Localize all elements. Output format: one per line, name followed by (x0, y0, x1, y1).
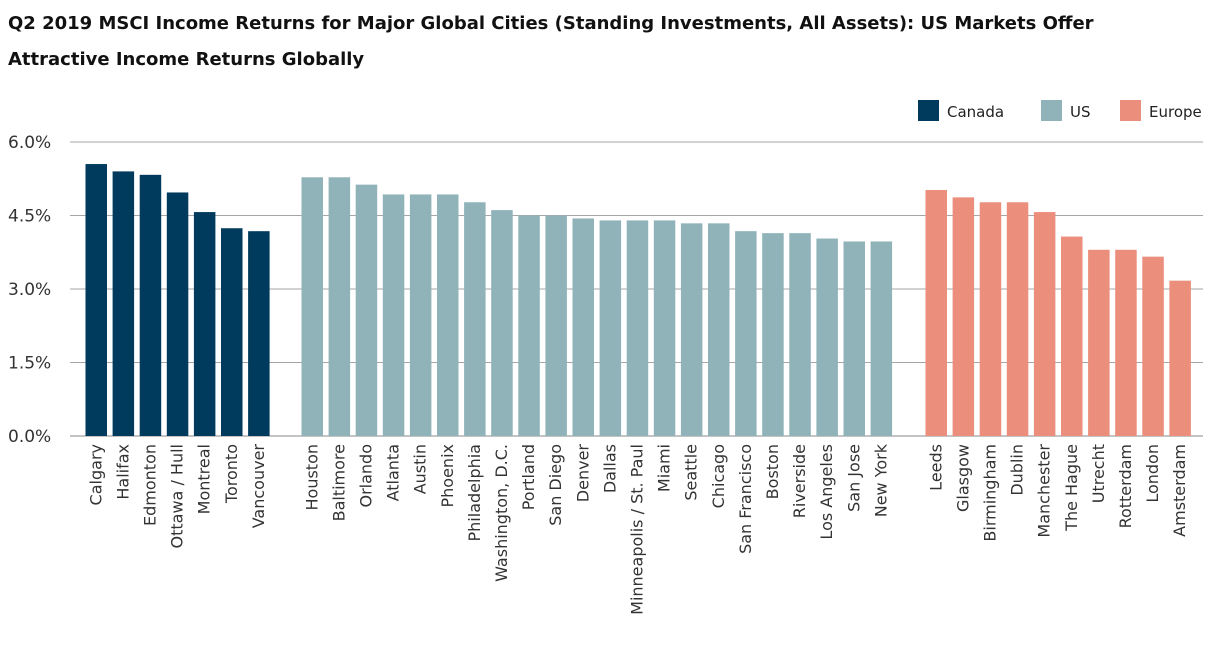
x-tick-label: Glasgow (953, 444, 972, 512)
bar-us (464, 202, 486, 436)
x-tick-label: Vancouver (249, 444, 268, 529)
legend-label: US (1070, 103, 1091, 121)
bar-us (816, 238, 838, 436)
x-tick-label: Phoenix (438, 444, 457, 507)
x-tick-label: Houston (302, 444, 321, 511)
bar-us (762, 233, 784, 436)
bar-us (437, 194, 459, 436)
bar-us (382, 194, 405, 436)
x-tick-label: Portland (519, 444, 538, 510)
x-tick-label: Edmonton (140, 444, 159, 526)
x-tick-label: Rotterdam (1116, 444, 1135, 528)
bars (85, 164, 1191, 437)
bar-us (708, 223, 730, 436)
x-tick-label: Manchester (1035, 444, 1054, 538)
bar-europe (1169, 280, 1191, 436)
x-tick-label: New York (871, 443, 890, 517)
x-tick-label: Miami (655, 444, 674, 492)
x-tick-label: Riverside (790, 444, 809, 518)
x-tick-label: Philadelphia (465, 444, 484, 541)
bar-us (626, 220, 649, 436)
bar-us (870, 241, 893, 436)
x-tick-label: Minneapolis / St. Paul (627, 444, 646, 615)
x-tick-label: Birmingham (980, 444, 999, 542)
bar-us (518, 215, 540, 436)
x-tick-label: Dallas (600, 444, 619, 493)
x-axis-labels: Calgary Halifax Edmonton Ottawa / Hull Montr… (86, 443, 1189, 615)
y-tick-label: 4.5% (8, 207, 51, 227)
legend-label: Canada (947, 103, 1004, 121)
x-tick-label: Baltimore (329, 444, 348, 521)
x-tick-label: San Jose (844, 444, 863, 512)
legend: Canada US Europe (918, 100, 1202, 121)
x-tick-label: Ottawa / Hull (168, 444, 187, 548)
x-tick-label: Dublin (1008, 444, 1027, 496)
legend-swatch (1041, 100, 1062, 121)
bar-canada (248, 231, 270, 436)
x-tick-label: Orlando (356, 444, 375, 508)
legend-swatch (918, 100, 939, 121)
y-axis-ticks: 0.0% 1.5% 3.0% 4.5% 6.0% (8, 133, 51, 447)
x-tick-label: San Francisco (736, 444, 755, 554)
legend-swatch (1120, 100, 1141, 121)
bar-us (680, 223, 703, 436)
bar-us (653, 220, 676, 436)
bar-europe (1088, 249, 1110, 436)
x-tick-label: Seattle (682, 444, 701, 501)
bar-us (491, 210, 513, 436)
bar-europe (979, 202, 1002, 436)
x-tick-label: Montreal (195, 444, 214, 514)
bar-us (572, 218, 594, 436)
bar-europe (1061, 236, 1083, 436)
bar-us (843, 241, 865, 436)
bar-canada (139, 174, 162, 436)
x-tick-label: Los Angeles (817, 444, 836, 540)
bar-canada (193, 212, 216, 436)
bar-europe (1033, 212, 1056, 436)
x-tick-label: Halifax (113, 444, 132, 500)
y-tick-label: 3.0% (8, 280, 51, 300)
x-tick-label: Austin (411, 444, 430, 494)
x-tick-label: Chicago (709, 444, 728, 508)
x-tick-label: Atlanta (384, 444, 403, 501)
bar-us (355, 184, 378, 436)
bar-europe (925, 190, 947, 436)
x-tick-label: Washington, D.C. (492, 444, 511, 582)
x-tick-label: Leeds (926, 444, 945, 491)
bar-us (409, 194, 432, 436)
legend-label: Europe (1149, 103, 1202, 121)
y-tick-label: 6.0% (8, 133, 51, 153)
x-tick-label: Utrecht (1089, 444, 1108, 503)
x-tick-label: Boston (763, 444, 782, 499)
y-tick-label: 0.0% (8, 427, 51, 447)
x-tick-label: Toronto (222, 444, 241, 504)
x-tick-label: San Diego (546, 444, 565, 526)
x-tick-label: Denver (573, 444, 592, 503)
bar-us (328, 177, 351, 436)
x-tick-label: Calgary (86, 444, 105, 505)
bar-europe (1115, 249, 1137, 436)
x-tick-label: Amsterdam (1170, 444, 1189, 537)
bar-us (599, 220, 622, 436)
y-tick-label: 1.5% (8, 354, 51, 374)
bar-canada (221, 228, 243, 436)
chart-title: Q2 2019 MSCI Income Returns for Major Gl… (8, 13, 1094, 70)
bar-us (789, 233, 811, 436)
bar-canada (85, 164, 107, 437)
bar-us (545, 215, 567, 436)
x-tick-label: London (1143, 444, 1162, 503)
bar-us (735, 231, 757, 436)
bar-canada (166, 192, 189, 436)
bar-europe (1006, 202, 1029, 436)
x-tick-label: The Hague (1062, 444, 1081, 532)
bar-canada (112, 171, 135, 436)
bar-europe (1142, 256, 1164, 436)
bar-us (301, 177, 323, 436)
bar-europe (952, 197, 975, 436)
